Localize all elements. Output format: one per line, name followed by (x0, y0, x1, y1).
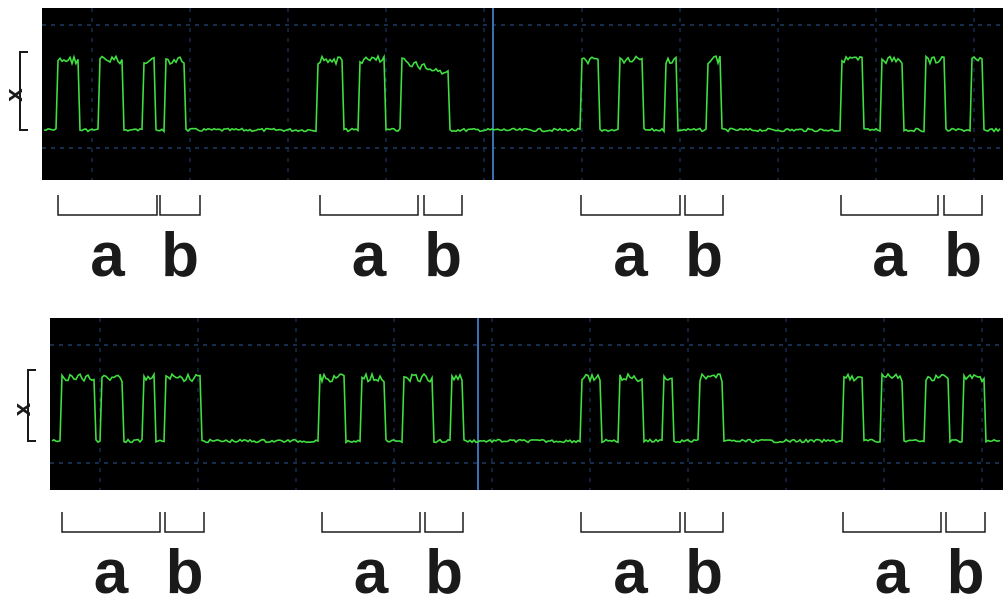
segment-label: b (685, 538, 723, 601)
segment-label: a (354, 538, 389, 601)
segment-bracket (944, 195, 982, 215)
segment-label: b (161, 221, 199, 290)
scope-screen (50, 318, 1003, 490)
segment-label: a (613, 221, 648, 290)
segment-label: a (90, 221, 125, 290)
segment-label: b (947, 538, 985, 601)
segment-bracket (425, 512, 463, 532)
segment-bracket (58, 195, 157, 215)
segment-bracket (581, 512, 680, 532)
segment-bracket (843, 512, 941, 532)
segment-label: a (872, 221, 907, 290)
segment-label: b (166, 538, 204, 601)
segment-label: a (875, 538, 910, 601)
y-label: x (9, 402, 36, 416)
segment-label: b (424, 221, 462, 290)
segment-bracket (322, 512, 420, 532)
segment-label: b (685, 221, 723, 290)
segment-bracket (946, 512, 985, 532)
segment-label: b (944, 221, 982, 290)
segment-bracket (841, 195, 938, 215)
segment-label: a (613, 538, 648, 601)
y-label: x (1, 88, 28, 102)
segment-bracket (320, 195, 418, 215)
page: xababababxabababab (() => { const data =… (0, 0, 1005, 601)
segment-label: b (425, 538, 463, 601)
segment-bracket (581, 195, 680, 215)
figure: xababababxabababab (0, 0, 1005, 601)
segment-bracket (165, 512, 204, 532)
segment-bracket (685, 195, 723, 215)
segment-bracket (62, 512, 160, 532)
segment-label: a (94, 538, 129, 601)
scope-screen (42, 8, 1003, 180)
segment-bracket (160, 195, 200, 215)
segment-label: a (352, 221, 387, 290)
segment-bracket (685, 512, 723, 532)
segment-bracket (424, 195, 462, 215)
